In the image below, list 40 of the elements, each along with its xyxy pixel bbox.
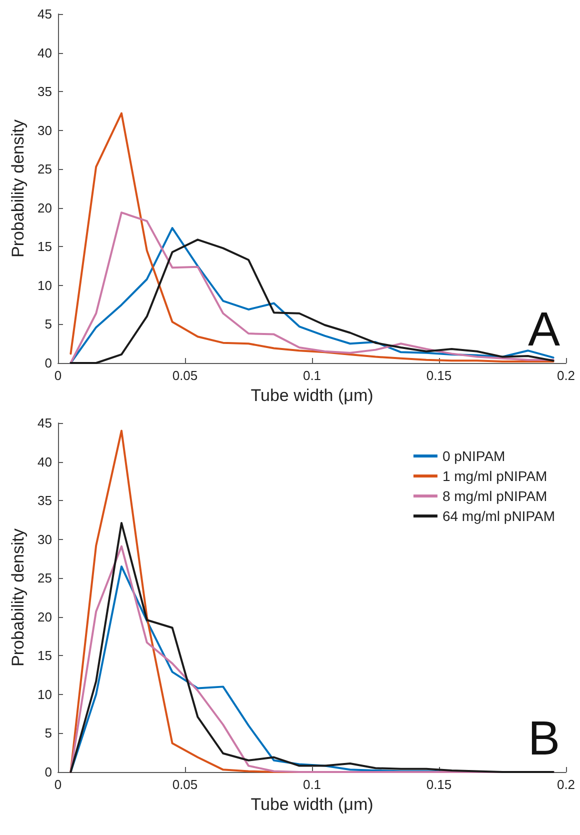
x-axis-title: Tube width (μm): [250, 794, 374, 814]
x-axis-title: Tube width (μm): [250, 386, 374, 405]
x-tick-label: 0: [54, 777, 62, 792]
y-tick-label: 15: [38, 648, 52, 664]
y-tick-label: 20: [38, 609, 52, 624]
annotation: B: [528, 712, 560, 766]
x-tick-label: 0.1: [302, 777, 322, 792]
x-tick-label: 0.2: [556, 368, 576, 383]
y-tick-label: 35: [38, 84, 52, 100]
y-tick-label: 5: [44, 316, 52, 332]
legend-label: 1 mg/ml pNIPAM: [442, 468, 548, 484]
x-tick-label: 0.1: [302, 368, 322, 383]
legend-label: 0 pNIPAM: [442, 448, 506, 464]
x-tick-label: 0.2: [556, 777, 576, 792]
x-tick-label: 0.05: [172, 368, 198, 383]
x-tick-label: 0.15: [426, 368, 452, 383]
y-tick-label: 25: [38, 570, 52, 586]
x-tick-label: 0.05: [172, 777, 198, 792]
y-tick-label: 25: [38, 162, 52, 177]
y-tick-label: 40: [38, 45, 52, 60]
x-tick-label: 0: [54, 368, 62, 383]
y-tick-label: 40: [38, 454, 52, 470]
y-tick-label: 45: [38, 6, 52, 22]
y-tick-label: 35: [38, 493, 52, 508]
legend-label: 64 mg/ml pNIPAM: [442, 508, 555, 524]
y-tick-label: 10: [38, 686, 52, 702]
y-axis-title: Probability density: [8, 119, 28, 258]
y-tick-label: 10: [38, 278, 52, 293]
legend-label: 8 mg/ml pNIPAM: [442, 488, 548, 504]
x-tick-label: 0.15: [426, 777, 452, 792]
y-tick-label: 5: [44, 726, 52, 741]
annotation: A: [528, 304, 560, 356]
y-axis-title: Probability density: [8, 528, 28, 666]
y-tick-label: 30: [38, 122, 52, 138]
y-tick-label: 0: [44, 356, 52, 370]
y-tick-label: 0: [44, 764, 52, 780]
y-tick-label: 45: [38, 416, 52, 430]
y-tick-label: 30: [38, 532, 52, 547]
y-tick-label: 15: [38, 239, 52, 254]
y-tick-label: 20: [38, 200, 52, 216]
